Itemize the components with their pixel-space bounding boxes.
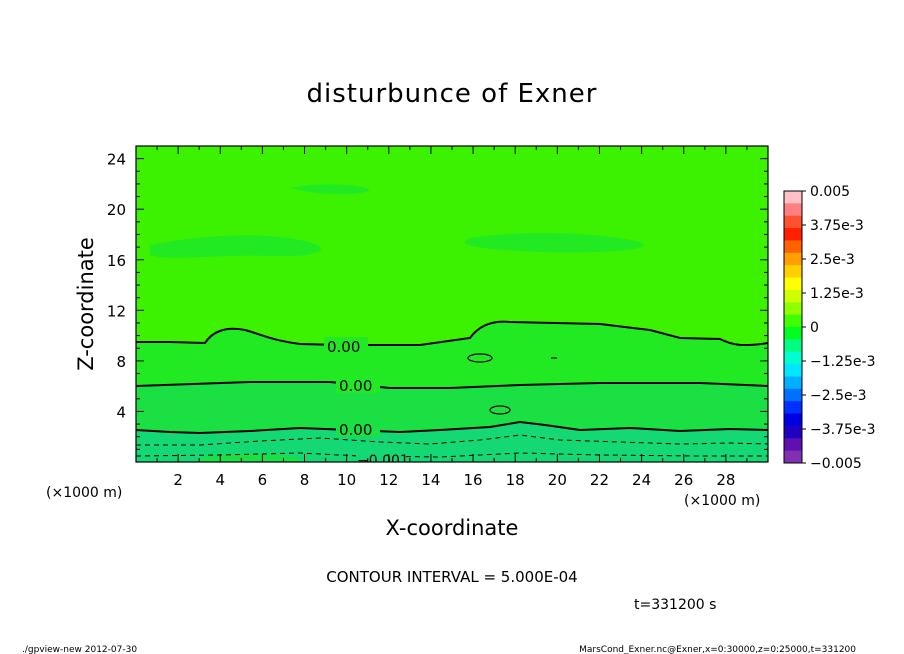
field-blob xyxy=(290,184,370,195)
y-tick-label: 24 xyxy=(107,151,126,169)
contour-line xyxy=(136,320,768,347)
contour-label-bg xyxy=(356,451,406,462)
colorbar-segment xyxy=(784,438,802,452)
contour-label: 0.00 xyxy=(327,338,360,356)
field-patch xyxy=(200,453,300,462)
colorbar-segment xyxy=(784,425,802,439)
y-tick-label: 4 xyxy=(116,403,126,421)
colorbar-label: −1.25e-3 xyxy=(810,354,875,370)
contour-interval-text: CONTOUR INTERVAL = 5.000E-04 xyxy=(326,568,577,586)
contour-line xyxy=(136,420,768,435)
contour-label-bg xyxy=(324,337,368,354)
colorbar-segment xyxy=(784,215,802,229)
x-tick-label: 24 xyxy=(632,471,651,489)
footer-left: ./gpview-new 2012-07-30 xyxy=(22,645,137,654)
x-tick-label: 10 xyxy=(337,471,356,489)
x-tick-label: 20 xyxy=(548,471,567,489)
colorbar-label: 3.75e-3 xyxy=(810,218,864,234)
field-blob xyxy=(150,235,322,258)
x-tick-label: 18 xyxy=(506,471,525,489)
contour-closed xyxy=(467,353,493,363)
colorbar-segment xyxy=(784,265,802,279)
colorbar-label: 0 xyxy=(810,320,819,336)
colorbar-segment xyxy=(784,289,802,303)
colorbar-segment xyxy=(784,364,802,377)
colorbar-label: −2.5e-3 xyxy=(810,388,867,404)
contour-lines xyxy=(136,320,768,435)
colorbar-segment xyxy=(784,339,802,353)
x-tick-label: 12 xyxy=(379,471,398,489)
y-axis-label: Z-coordinate xyxy=(74,237,98,371)
y-tick-label: 16 xyxy=(107,252,126,270)
colorbar-label: 2.5e-3 xyxy=(810,252,855,268)
colorbar-segment xyxy=(784,203,802,217)
y-tick-label: 12 xyxy=(107,302,126,320)
z-unit-label: (×1000 m) xyxy=(684,493,760,509)
colorbar-segment xyxy=(784,228,802,241)
y-tick-label: 8 xyxy=(116,353,126,371)
x-tick-label: 26 xyxy=(674,471,693,489)
colorbar-segment xyxy=(784,314,802,328)
contour-label: 0.00 xyxy=(339,421,372,439)
x-tick-label: 14 xyxy=(421,471,440,489)
y-tick-labels: 4 8 12 16 20 24 xyxy=(107,151,126,422)
colorbar-segment xyxy=(784,376,802,390)
colorbar-segment xyxy=(784,277,802,291)
x-tick-label: 28 xyxy=(716,471,735,489)
x-tick-label: 6 xyxy=(258,471,268,489)
colorbar xyxy=(784,191,802,464)
colorbar-labels: 0.005 3.75e-3 2.5e-3 1.25e-3 0 −1.25e-3 −2.5e-… xyxy=(802,184,875,472)
colorbar-label: −0.005 xyxy=(810,456,862,472)
colorbar-segment xyxy=(784,191,802,204)
x-tick-label: 4 xyxy=(215,471,225,489)
x-tick-label: 2 xyxy=(173,471,183,489)
x-tick-labels: 2 4 6 8 10 12 14 16 18 20 22 24 26 28 xyxy=(173,471,735,489)
contour-line-neg xyxy=(136,452,768,458)
colorbar-label: −3.75e-3 xyxy=(810,422,875,438)
chart-title: disturbunce of Exner xyxy=(307,79,598,109)
time-label: t=331200 s xyxy=(634,597,716,613)
colorbar-segment xyxy=(784,252,802,266)
heatmap-field: 0.00 0.00 0.00 −0.001 xyxy=(136,146,768,469)
contour-labels: 0.00 0.00 0.00 −0.001 xyxy=(324,337,409,469)
colorbar-segment xyxy=(784,388,802,402)
contour-closed xyxy=(489,405,511,415)
colorbar-segment xyxy=(784,413,802,427)
contour-label: 0.00 xyxy=(339,377,372,395)
contour-line xyxy=(136,381,768,389)
colorbar-segment xyxy=(784,351,802,365)
x-axis-label: X-coordinate xyxy=(386,516,519,540)
colorbar-label: 1.25e-3 xyxy=(810,286,864,302)
x-tick-label: 22 xyxy=(590,471,609,489)
contour-label: −0.001 xyxy=(357,453,409,469)
contour-line-neg xyxy=(136,434,768,446)
colorbar-segment xyxy=(784,327,802,340)
contour-dashed xyxy=(136,434,768,458)
field-blob xyxy=(464,233,644,253)
axis-ticks xyxy=(136,146,768,462)
x-tick-label: 16 xyxy=(464,471,483,489)
colorbar-segment xyxy=(784,302,802,316)
footer-right: MarsCond_Exner.nc@Exner,x=0:30000,z=0:25… xyxy=(579,645,856,654)
colorbar-segment xyxy=(784,240,802,254)
colorbar-segment xyxy=(784,450,802,464)
x-tick-label: 8 xyxy=(300,471,310,489)
colorbar-segment xyxy=(784,401,802,415)
x-unit-label: (×1000 m) xyxy=(46,485,122,501)
colorbar-label: 0.005 xyxy=(810,184,850,200)
contour-label-bg xyxy=(336,376,380,393)
contour-small xyxy=(467,353,557,415)
contour-label-bg xyxy=(336,420,380,437)
y-tick-label: 20 xyxy=(107,201,126,219)
